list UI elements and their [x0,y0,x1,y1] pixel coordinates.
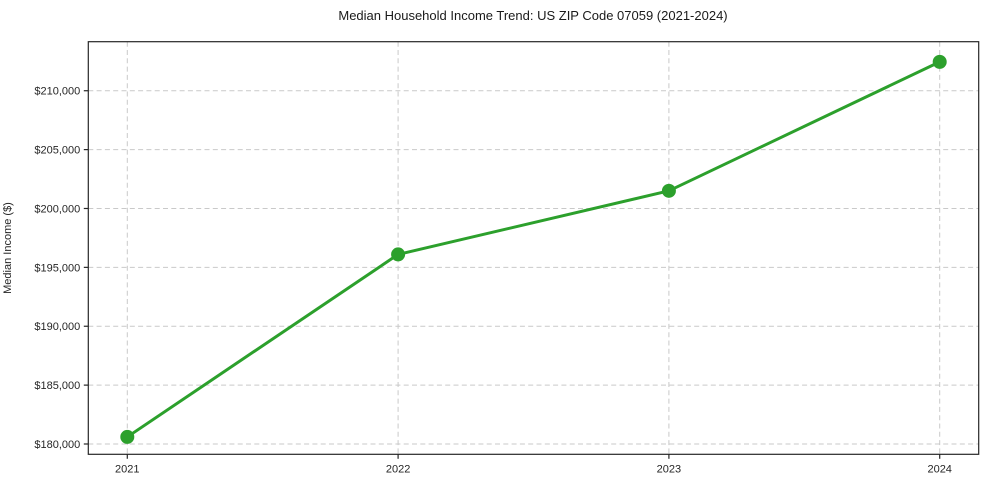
trend-line [126,60,941,439]
x-tick-label: 2021 [115,463,139,475]
y-axis-label: Median Income ($) [2,202,14,294]
y-tick-label: $185,000 [34,380,80,392]
y-tick-label: $200,000 [34,203,80,215]
y-tick-label: $205,000 [34,145,80,157]
chart-title: Median Household Income Trend: US ZIP Co… [338,8,727,23]
y-axis-ticks: $180,000 $185,000 $190,000 $195,000 $200,000… [34,86,89,451]
plot-border [87,41,980,455]
trend-series [120,54,947,444]
data-point-2024 [932,54,947,69]
y-tick-label: $210,000 [34,86,80,98]
y-tick-label: $180,000 [34,439,80,451]
y-tick-label: $190,000 [34,321,80,333]
x-tick-label: 2022 [386,463,410,475]
data-point-2023 [661,183,676,198]
x-tick-label: 2023 [657,463,681,475]
gridlines [88,41,979,455]
data-point-2022 [391,247,406,262]
y-tick-label: $195,000 [34,262,80,274]
x-axis-ticks: 2021 2022 2023 2024 [115,454,952,475]
x-tick-label: 2024 [927,463,951,475]
data-point-2021 [120,429,135,444]
